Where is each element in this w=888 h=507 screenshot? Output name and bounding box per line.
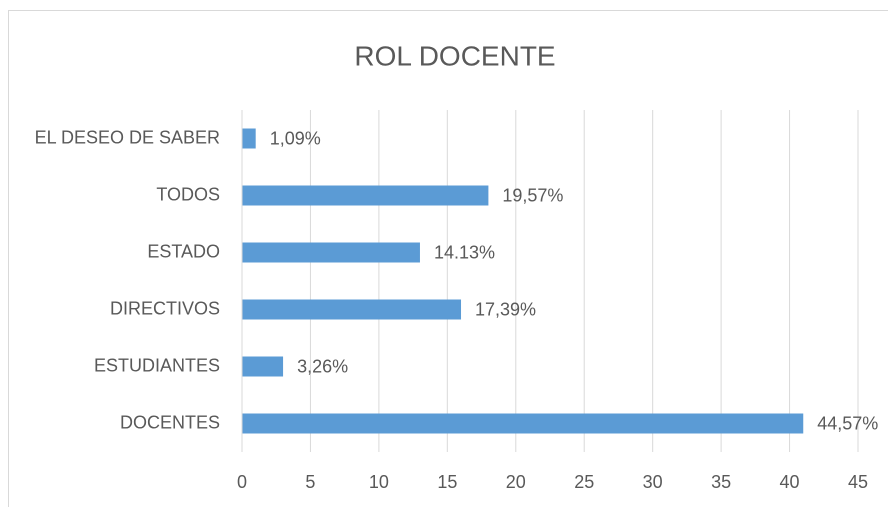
bar — [242, 242, 420, 263]
data-label: 14.13% — [434, 242, 495, 262]
y-tick-label: DIRECTIVOS — [110, 298, 220, 318]
data-label: 44,57% — [817, 413, 878, 433]
y-tick-label: ESTUDIANTES — [94, 355, 220, 375]
bar — [242, 128, 256, 149]
x-tick-label: 35 — [711, 472, 731, 492]
x-tick-label: 40 — [780, 472, 800, 492]
bar — [242, 185, 489, 206]
y-tick-label: ESTADO — [147, 241, 220, 261]
y-tick-label: TODOS — [156, 184, 220, 204]
x-tick-label: 25 — [574, 472, 594, 492]
data-label: 1,09% — [270, 128, 321, 148]
bar — [242, 356, 284, 377]
x-tick-label: 45 — [848, 472, 868, 492]
data-label: 19,57% — [502, 185, 563, 205]
x-tick-label: 15 — [437, 472, 457, 492]
x-tick-label: 10 — [369, 472, 389, 492]
x-tick-label: 0 — [237, 472, 247, 492]
x-tick-label: 5 — [305, 472, 315, 492]
chart-title: ROL DOCENTE — [354, 40, 555, 71]
bar — [242, 413, 804, 434]
x-tick-label: 20 — [506, 472, 526, 492]
data-label: 3,26% — [297, 356, 348, 376]
y-tick-label: EL DESEO DE SABER — [35, 127, 220, 147]
y-tick-label: DOCENTES — [120, 412, 220, 432]
x-tick-label: 30 — [643, 472, 663, 492]
data-label: 17,39% — [475, 299, 536, 319]
bar — [242, 299, 462, 320]
